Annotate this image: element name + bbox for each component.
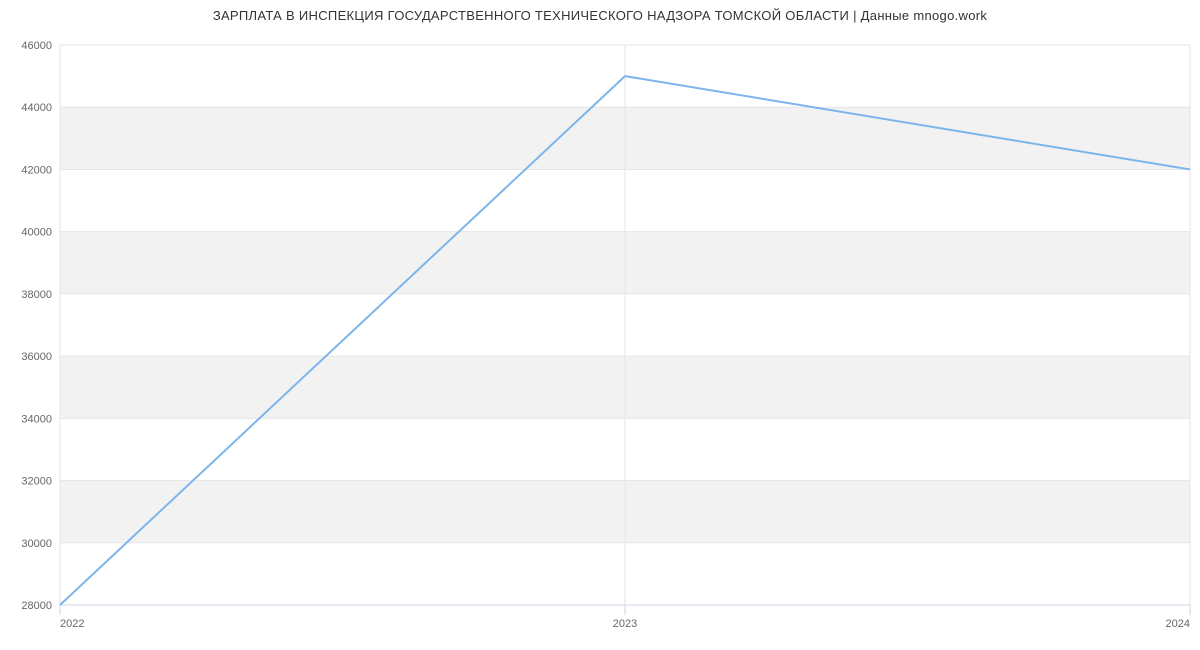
y-tick-label: 40000 xyxy=(21,227,52,239)
y-tick-label: 34000 xyxy=(21,413,52,425)
x-tick-label: 2024 xyxy=(1166,618,1190,630)
y-tick-label: 46000 xyxy=(21,40,52,52)
x-tick-label: 2022 xyxy=(60,618,84,630)
x-tick-label: 2023 xyxy=(613,618,637,630)
y-tick-label: 32000 xyxy=(21,476,52,488)
y-tick-label: 42000 xyxy=(21,164,52,176)
chart-svg: 28000 30000 32000 34000 36000 38000 40000 42000… xyxy=(0,0,1200,650)
y-tick-label: 36000 xyxy=(21,351,52,363)
y-tick-label: 30000 xyxy=(21,538,52,550)
y-tick-label: 28000 xyxy=(21,600,52,612)
chart-title: ЗАРПЛАТА В ИНСПЕКЦИЯ ГОСУДАРСТВЕННОГО ТЕ… xyxy=(0,8,1200,23)
y-tick-label: 38000 xyxy=(21,289,52,301)
y-tick-label: 44000 xyxy=(21,102,52,114)
line-chart: ЗАРПЛАТА В ИНСПЕКЦИЯ ГОСУДАРСТВЕННОГО ТЕ… xyxy=(0,0,1200,650)
